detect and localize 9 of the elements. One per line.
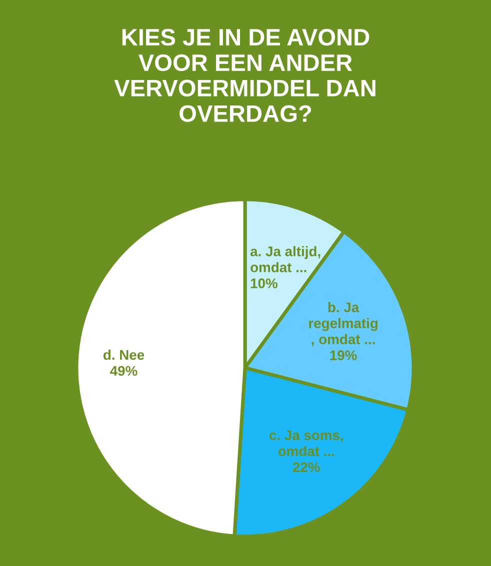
data-label: 22%: [292, 462, 320, 472]
slice-label: a. Ja altijd, omdat ...: [250, 246, 320, 272]
chart-title: KIES JE IN DE AVOND VOOR EEN ANDER VERVOERMIDDEL DAN OVERDAG?: [114, 28, 376, 122]
data-label: 49%: [110, 366, 138, 376]
data-label: 10%: [250, 278, 278, 288]
slice-label: d. Nee: [103, 350, 144, 360]
slice-label: b. Ja regelmatig , omdat ...: [309, 302, 378, 346]
slice-label: c. Ja soms, omdat ...: [270, 430, 343, 456]
data-label: 19%: [330, 350, 357, 360]
